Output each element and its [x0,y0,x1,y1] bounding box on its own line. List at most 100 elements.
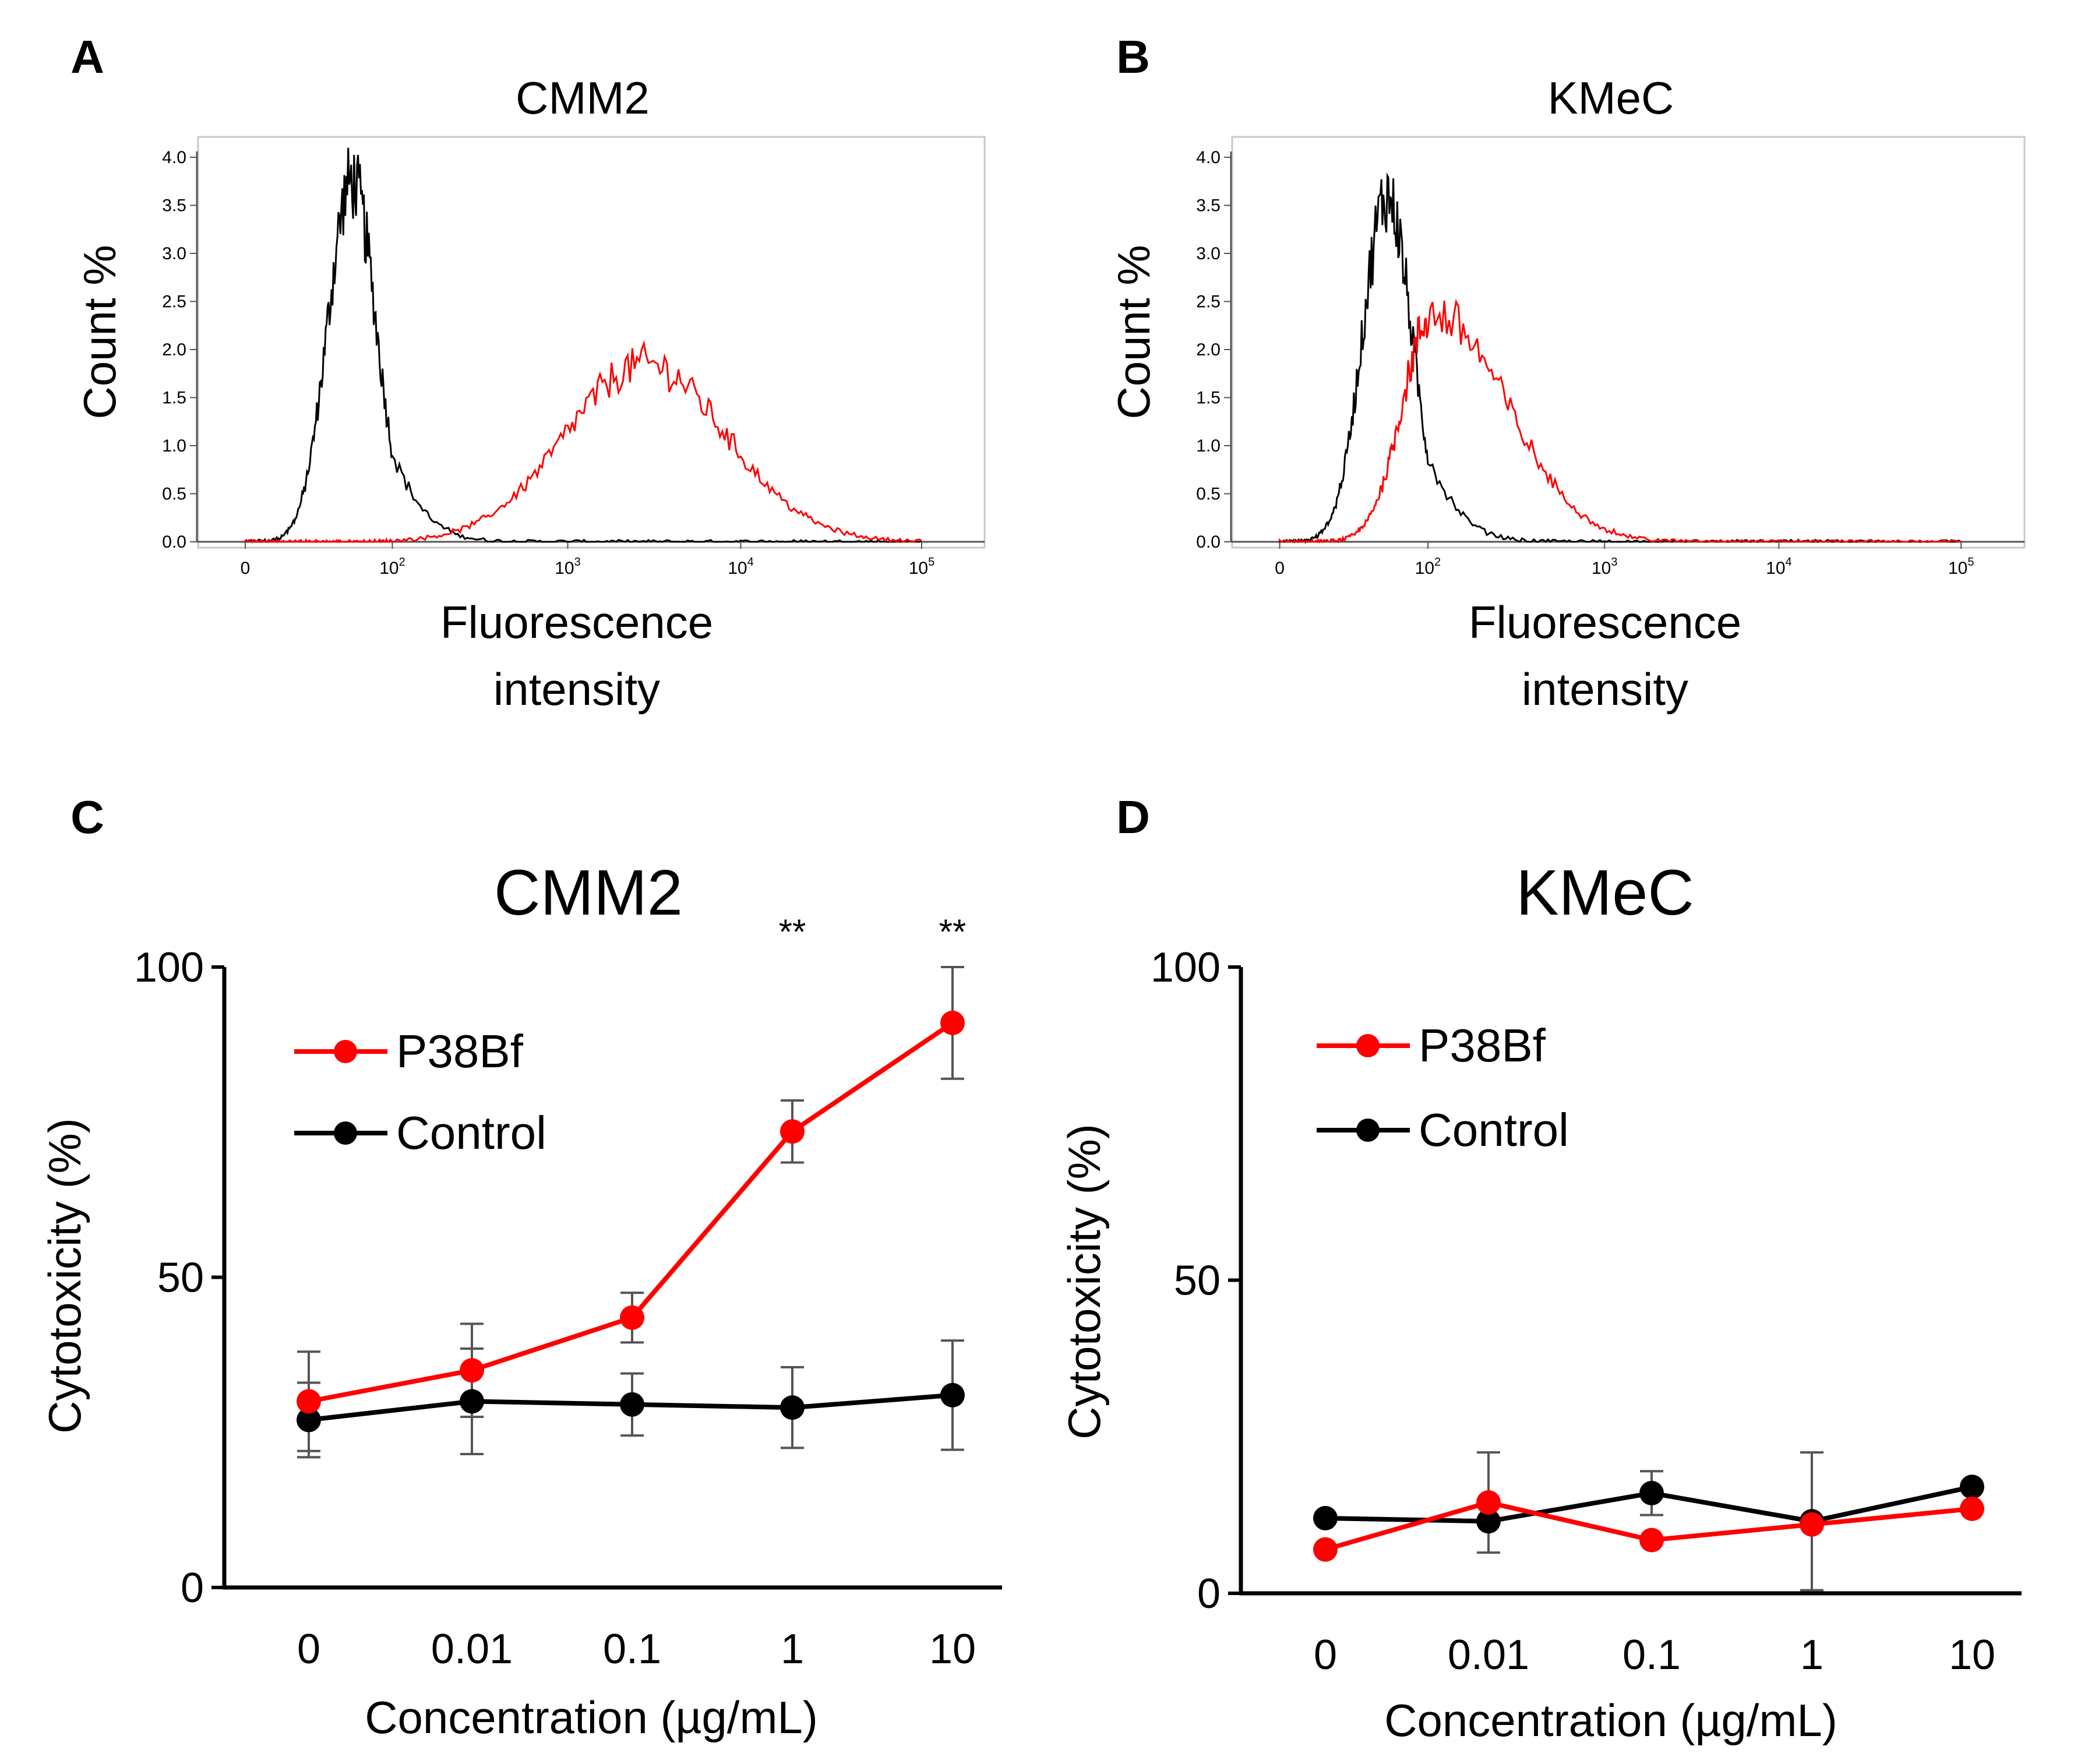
legend-marker-control [1356,1119,1380,1142]
x-tick-label: 10 [1949,1632,1995,1678]
legend-label: Control [1419,1104,1569,1156]
legend-label: P38Bf [396,1025,524,1077]
y-axis-title: Count % [1108,245,1159,419]
x-tick-label: 0 [1275,559,1285,578]
x-axis-title-line2: intensity [1522,664,1688,715]
line-panel-d: D KMeC 0 50 100 0 0.01 0.1 1 10 P38Bf Control Cytoto… [1059,791,2022,1746]
histogram-panel-b: B KMeC 0.0 0.5 1.0 1.5 2.0 2.5 3.0 3.5 4.0 0 102 103 1… [1108,31,2026,715]
panel-letter: B [1116,31,1150,83]
data-point-control [1960,1474,1984,1500]
legend-marker-p38bf [1356,1034,1380,1057]
data-point-control [1639,1481,1664,1505]
data-point-p38bf [780,1119,805,1144]
x-tick-label: 102 [379,556,405,578]
data-point-p38bf [1476,1490,1501,1515]
x-axis-title-line2: intensity [493,664,660,715]
chart-title: KMeC [1548,72,1674,124]
plot-frame [197,136,986,549]
y-tick-label: 2.5 [162,292,186,312]
legend-marker-p38bf [334,1040,357,1063]
data-point-p38bf [1313,1537,1338,1562]
x-tick-label: 0 [241,559,251,578]
x-axis-title: Concentration (µg/mL) [1384,1695,1837,1746]
legend-label: Control [396,1107,546,1159]
x-tick-label: 0.01 [431,1626,513,1673]
significance-marker: ** [939,912,967,951]
y-axis-title: Count % [74,245,125,419]
data-point-control [1313,1506,1338,1530]
data-point-p38bf [297,1389,321,1414]
y-tick-label: 1.0 [162,436,186,456]
panel-letter: D [1116,791,1150,843]
y-tick-label: 3.0 [162,244,186,263]
histogram-panel-a: A CMM2 0.0 0.5 1.0 1.5 2.0 2.5 3.0 3.5 4.0 0 102 103 1… [70,31,986,715]
y-tick-label: 0 [181,1565,204,1611]
data-point-p38bf [1960,1496,1984,1521]
y-tick-label: 2.0 [1196,340,1221,359]
legend-marker-control [334,1121,357,1145]
y-axis-title: Cytotoxicity (%) [1059,1124,1110,1440]
data-point-control [1476,1509,1501,1534]
data-point-control [940,1382,965,1407]
data-point-control [460,1389,484,1414]
chart-title: CMM2 [494,857,683,929]
y-tick-label: 3.5 [1196,196,1221,216]
data-point-control [297,1407,321,1433]
chart-title: KMeC [1516,857,1694,929]
x-tick-label: 1 [1800,1632,1823,1678]
x-tick-label: 1 [781,1626,804,1673]
x-tick-label: 10 [929,1626,976,1673]
y-tick-label: 3.5 [162,196,186,216]
data-point-p38bf [1639,1527,1664,1553]
y-tick-label: 1.5 [1196,389,1221,408]
y-tick-label: 0.0 [162,532,186,552]
x-tick-label: 0 [297,1626,320,1673]
x-axis-title-line1: Fluorescence [440,597,713,648]
x-tick-label: 103 [1592,556,1618,578]
data-point-p38bf [1800,1512,1824,1537]
x-axis-title: Concentration (µg/mL) [365,1692,818,1743]
data-point-control [780,1395,805,1420]
y-tick-label: 0.0 [1196,532,1221,552]
chart-title: CMM2 [516,72,650,124]
panel-letter: C [70,791,104,843]
x-tick-label: 105 [909,556,935,578]
y-tick-label: 0.5 [162,485,186,504]
plot-frame [1231,136,2026,549]
histogram-trace-p38bf [244,340,922,544]
y-axis-title: Cytotoxicity (%) [39,1118,90,1434]
y-tick-label: 2.5 [1196,292,1221,312]
panel-letter: A [70,31,104,83]
y-tick-label: 4.0 [1196,148,1221,167]
legend: P38Bf Control [1317,1019,1569,1156]
y-tick-label: 100 [134,944,204,991]
data-point-p38bf [460,1358,484,1383]
x-tick-label: 0.1 [1622,1632,1681,1678]
y-tick-label: 4.0 [162,148,186,167]
data-point-control [620,1392,644,1417]
x-tick-label: 104 [1766,556,1792,578]
y-tick-label: 0 [1197,1571,1221,1617]
y-tick-label: 100 [1151,944,1221,991]
legend-label: P38Bf [1419,1019,1546,1071]
y-tick-label: 2.0 [162,340,186,359]
x-tick-label: 103 [555,556,581,578]
y-tick-label: 3.0 [1196,244,1221,263]
y-tick-label: 1.0 [1196,436,1221,456]
x-tick-label: 0.1 [603,1626,661,1673]
x-tick-label: 105 [1948,556,1974,578]
y-tick-label: 0.5 [1196,485,1221,504]
line-panel-c: C CMM2 0 50 100 0 0.01 0.1 1 10 ** ** P38Bf Control Cy… [39,791,1002,1743]
x-axis-title-line1: Fluorescence [1469,597,1741,648]
y-tick-label: 50 [157,1255,204,1301]
x-tick-label: 0 [1314,1632,1337,1678]
histogram-trace-p38bf [1279,299,1962,544]
data-point-p38bf [620,1305,644,1330]
legend: P38Bf Control [294,1025,546,1159]
y-tick-label: 50 [1174,1258,1221,1304]
data-point-p38bf [940,1010,965,1035]
x-tick-label: 0.01 [1448,1632,1529,1678]
significance-marker: ** [779,912,806,951]
